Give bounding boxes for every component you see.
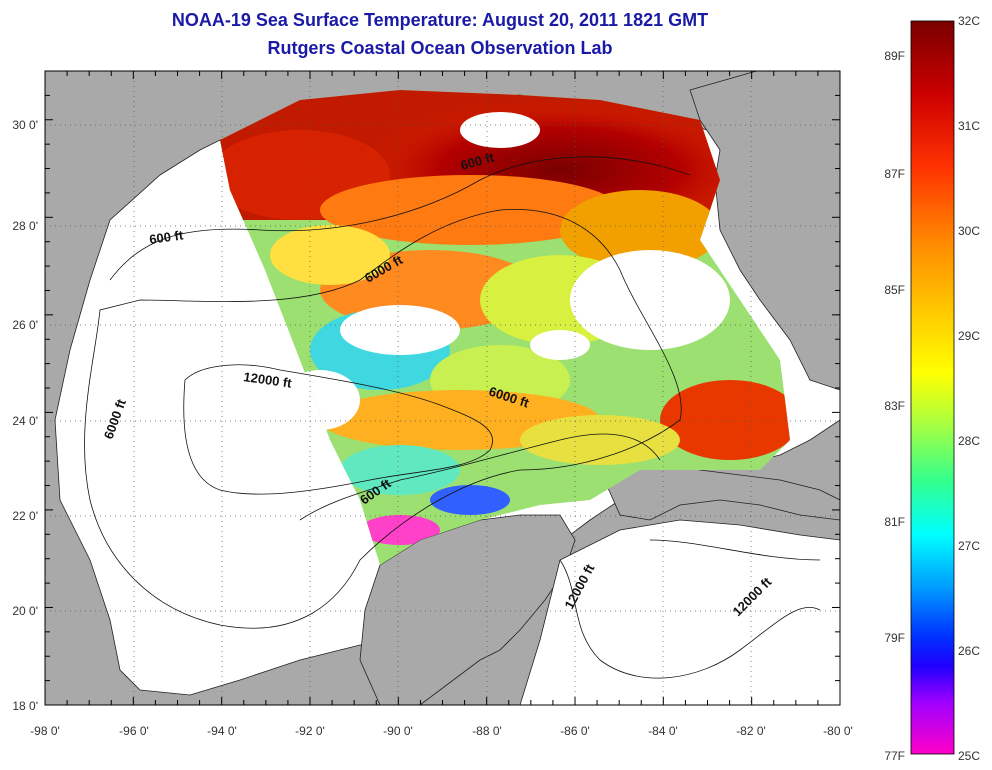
cb-c-31: 31C: [958, 119, 980, 133]
lon-tick-80: -80 0': [823, 724, 853, 738]
lon-tick-88: -88 0': [472, 724, 502, 738]
lon-tick-92: -92 0': [295, 724, 325, 738]
lat-tick-18: 18 0': [12, 699, 38, 713]
lon-tick-84: -84 0': [648, 724, 678, 738]
cb-f-77: 77F: [884, 749, 905, 763]
cb-c-25: 25C: [958, 749, 980, 763]
florida-land: [689, 71, 840, 391]
lon-tick-96: -96 0': [119, 724, 149, 738]
cb-c-29: 29C: [958, 329, 980, 343]
contour-label-600ft-nw: 600 ft: [148, 227, 184, 247]
cb-f-79: 79F: [884, 631, 905, 645]
lat-tick-28: 28 0': [12, 219, 38, 233]
cb-c-30: 30C: [958, 224, 980, 238]
lat-tick-22: 22 0': [12, 509, 38, 523]
map-title: NOAA-19 Sea Surface Temperature: August …: [171, 10, 709, 30]
cb-f-85: 85F: [884, 283, 905, 297]
lon-tick-98: -98 0': [30, 724, 60, 738]
axis-ticks: [44, 70, 841, 706]
lat-tick-30: 30 0': [12, 118, 38, 132]
colorbar-gradient: [910, 20, 955, 755]
cuba-land: [599, 454, 840, 521]
cb-f-83: 83F: [884, 399, 905, 413]
caribbean-water: [519, 519, 840, 705]
colorbar: 32C 31C 30C 29C 28C 27C 26C 25C 89F 87F …: [884, 14, 980, 763]
contour-label-12000ft-center: 12000 ft: [243, 369, 294, 391]
lat-tick-26: 26 0': [12, 318, 38, 332]
lon-tick-labels: -98 0' -96 0' -94 0' -92 0' -90 0' -88 0…: [30, 724, 853, 738]
lon-tick-86: -86 0': [560, 724, 590, 738]
lon-tick-94: -94 0': [207, 724, 237, 738]
cb-f-81: 81F: [884, 515, 905, 529]
lon-tick-82: -82 0': [736, 724, 766, 738]
map-subtitle: Rutgers Coastal Ocean Observation Lab: [267, 38, 613, 58]
cb-f-89: 89F: [884, 49, 905, 63]
cb-c-27: 27C: [958, 539, 980, 553]
yucatan-land: [359, 514, 576, 705]
lat-tick-labels: 18 0' 20 0' 22 0' 24 0' 26 0' 28 0' 30 0…: [12, 118, 38, 713]
cb-c-32: 32C: [958, 14, 980, 28]
cb-f-87: 87F: [884, 167, 905, 181]
cb-c-26: 26C: [958, 644, 980, 658]
cb-c-28: 28C: [958, 434, 980, 448]
lat-tick-20: 20 0': [12, 604, 38, 618]
lat-tick-24: 24 0': [12, 414, 38, 428]
bathymetry-contours: [84, 156, 821, 679]
lon-tick-90: -90 0': [383, 724, 413, 738]
graticule: [45, 71, 840, 705]
